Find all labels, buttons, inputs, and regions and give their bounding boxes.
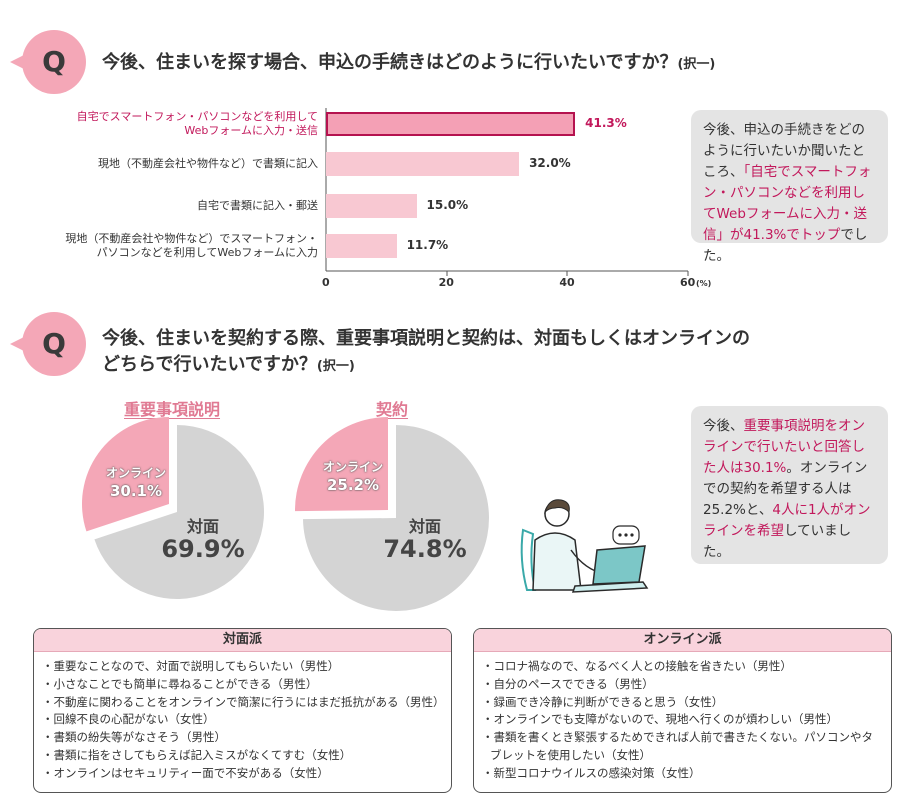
q2-bubble: Q [22,312,86,376]
laptop-base [571,581,649,593]
bar-value-label: 41.3% [585,116,627,130]
pie1-face-label: 対面 [186,517,219,536]
q1-tag: (択一) [677,57,716,72]
list-item: ・書類を書くとき緊張するためできれば人前で書きたくない。パソコンやタブレットを使… [482,730,873,762]
person-hair [543,499,570,514]
pie-slice-face-to-face [94,425,264,599]
panel-online-list: ・コロナ禍なので、なるべく人との接触を省きたい（男性） ・自分のペースでできる（… [474,652,891,783]
q2-question-line1: 今後、住まいを契約する際、重要事項説明と契約は、対面もしくはオンラインの [102,328,750,349]
q2-letter: Q [42,327,66,360]
info2-post: していました。 [703,523,852,560]
bar [326,194,417,218]
pie-slice-online [82,417,169,532]
pie1-face-value: 69.9% [161,535,245,563]
q2-question: 今後、住まいを契約する際、重要事項説明と契約は、対面もしくはオンラインの どちら… [102,326,750,380]
info2-highlight2: 4人に1人がオンラインを希望 [703,502,871,539]
pie-important-explanation [82,417,264,599]
q1-question: 今後、住まいを探す場合、申込の手続きはどのように行いたいですか？(択一) [102,50,715,78]
list-item: ・自分のペースでできる（男性） [482,676,654,691]
bar-value-label: 32.0% [529,156,571,170]
panel-face-title: 対面派 [34,629,451,652]
panel-face-list: ・重要なことなので、対面で説明してもらいたい（男性） ・小さなことでも簡単に尋ね… [34,652,451,783]
person-laptop-illustration [520,499,649,593]
bar [326,152,520,176]
bar-value-label: 11.7% [406,238,449,252]
q2-question-line2: どちらで行いたいですか？ [102,354,317,375]
pie2-online-label: オンライン [322,460,383,474]
x-tick-label: 20 [438,276,454,289]
x-axis-unit: (%) [696,279,712,288]
x-tick-label: 0 [322,276,330,289]
pie-contract [295,417,490,611]
info2-mid: 。オンラインでの契約を希望する人は25.2%と、 [703,460,868,518]
panel-online: オンライン派 ・コロナ禍なので、なるべく人との接触を省きたい（男性） ・自分のペ… [473,628,892,793]
pie1-online-value: 30.1% [109,482,163,500]
x-tick-label: 40 [559,276,575,289]
pie2-face-value: 74.8% [383,535,467,563]
list-item: ・書類に指をさしてもらえば記入ミスがなくてすむ（女性） [42,747,352,762]
list-item: ・コロナ禍なので、なるべく人との接触を省きたい（男性） [482,659,792,673]
pie2-online-value: 25.2% [326,476,380,494]
info2-highlight1: 重要事項説明をオンラインで行いたいと回答した人は30.1% [703,418,865,476]
q2-tag: (択一) [316,359,355,374]
bar [326,234,397,258]
pie2-title: 契約 [376,400,409,419]
info1-pre: 今後、申込の手続きをどのように行いたいか聞いたところ、 [703,122,865,180]
list-item: ・新型コロナウイルスの感染対策（女性） [482,765,701,780]
info2-pre: 今後、 [703,418,744,434]
list-item: ・オンラインでも支障がないので、現地へ行くのが煩わしい（男性） [482,712,839,727]
list-item: ・回線不良の心配がない（女性） [42,712,215,727]
person-body [532,532,582,591]
pie2-face-label: 対面 [408,517,441,536]
q1-question-text: 今後、住まいを探す場合、申込の手続きはどのように行いたいですか？ [102,52,678,73]
bar-category-label: 現地（不動産会社や物件など）で書類に記入 [98,157,318,170]
bar-chart: 自宅でスマートフォン・パソコンなどを利用して Webフォームに入力・送信 41.3%… [0,100,711,300]
q1-letter: Q [42,45,66,78]
bar-value-label: 15.0% [426,198,469,212]
bar-category-label: 自宅でスマートフォン・パソコンなどを利用して Webフォームに入力・送信 [76,110,318,137]
x-tick-label: 60 [680,276,696,289]
bar-category-label: 自宅で書類に記入・郵送 [197,199,318,212]
info-box-application: 今後、申込の手続きをどのように行いたいか聞いたところ、「自宅でスマートフォン・パ… [691,110,888,264]
pie-charts [82,417,490,611]
pie1-title: 重要事項説明 [124,400,221,419]
pie-slice-face-to-face [303,425,490,611]
bar-category-label: 現地（不動産会社や物件など）でスマートフォン・ パソコンなどを利用してWebフォー… [65,232,318,259]
bar [326,112,576,136]
info1-highlight: 「自宅でスマートフォン・パソコンなどを利用してWebフォームに入力・送信」が41… [703,164,872,243]
list-item: ・重要なことなので、対面で説明してもらいたい（男性） [42,659,340,673]
pie1-online-label: オンライン [105,466,166,480]
q1-bubble: Q [22,30,86,94]
list-item: ・書類の紛失等がなさそう（男性） [42,730,226,745]
bars-layer: 自宅でスマートフォン・パソコンなどを利用して Webフォームに入力・送信 41.3%… [0,100,711,300]
pie-slice-online [295,417,388,512]
list-item: ・小さなことでも簡単に尋ねることができる（男性） [42,676,318,691]
list-item: ・録画でき冷静に判断ができると思う（女性） [482,694,724,709]
list-item: ・不動産に関わることをオンラインで簡潔に行うにはまだ抵抗がある（男性） [42,694,445,709]
panel-face-to-face: 対面派 ・重要なことなので、対面で説明してもらいたい（男性） ・小さなことでも簡… [33,628,452,793]
list-item: ・オンラインはセキュリティー面で不安がある（女性） [42,765,329,780]
info1-post: でした。 [703,227,868,264]
panel-online-title: オンライン派 [474,629,891,652]
laptop-screen [592,545,646,585]
info-box-contract: 今後、重要事項説明をオンラインで行いたいと回答した人は30.1%。オンラインでの… [691,406,888,564]
